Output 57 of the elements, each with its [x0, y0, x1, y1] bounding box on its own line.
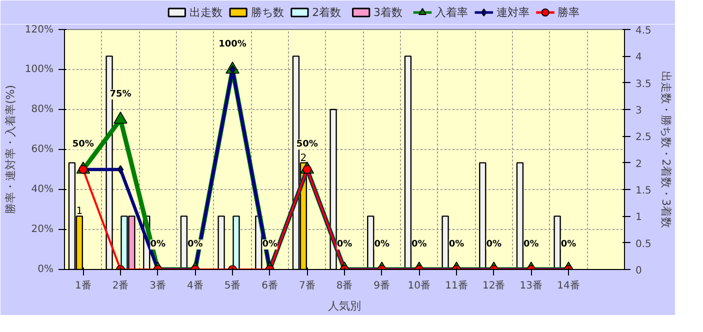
x-tick-label: 9番 — [374, 280, 390, 292]
data-label: 50% — [72, 140, 94, 150]
y-tick-label: 40% — [31, 184, 54, 195]
y2-tick-label: 0.5 — [636, 238, 652, 250]
x-tick-label: 11番 — [445, 280, 468, 292]
legend-label: 2着数 — [312, 6, 342, 19]
legend-label: 勝ち数 — [250, 6, 284, 19]
y-tick-label: 0% — [38, 264, 54, 275]
y2-tick-label: 3.5 — [636, 78, 652, 90]
x-tick-label: 12番 — [482, 280, 506, 292]
data-label: 0% — [262, 240, 278, 250]
data-label: 0% — [188, 240, 203, 250]
legend-label: 勝率 — [558, 6, 580, 19]
data-label: 0% — [412, 240, 427, 250]
y2-tick-label: 4.5 — [636, 26, 652, 36]
y2-axis-title: 出走数・勝ち数・2着数・3着数 — [659, 71, 672, 228]
y2-tick-label: 0 — [636, 266, 642, 276]
y2-tick-label: 1.5 — [636, 186, 652, 196]
data-label: 0% — [560, 240, 576, 250]
data-label: 100% — [218, 40, 246, 50]
x-tick-label: 6番 — [262, 280, 278, 292]
data-label: 0% — [336, 240, 352, 250]
x-tick-label: 4番 — [186, 280, 204, 292]
data-label: 0% — [374, 240, 390, 250]
legend-label: 3着数 — [374, 6, 403, 19]
x-tick-label: 2番 — [112, 280, 129, 292]
x-tick-label: 5番 — [224, 280, 241, 292]
y2-tick-label: 4 — [636, 52, 642, 64]
y2-tick-label: 2 — [636, 158, 642, 170]
y-tick-label: 100% — [24, 64, 54, 75]
x-tick-label: 1番 — [74, 280, 92, 292]
y-tick-label: 60% — [31, 144, 54, 155]
legend-label: 入着率 — [434, 6, 468, 19]
y-axis-title: 勝率・連対率・入着率(%) — [4, 84, 17, 214]
data-label: 0% — [448, 240, 464, 250]
y2-tick-label: 1 — [636, 212, 642, 224]
x-tick-label: 13番 — [520, 280, 543, 292]
legend-label: 出走数 — [189, 6, 222, 19]
data-label: 0% — [486, 240, 502, 250]
x-tick-label: 10番 — [408, 280, 431, 292]
y2-tick-label: 2.5 — [636, 132, 652, 144]
legend-label: 連対率 — [496, 6, 530, 19]
x-tick-label: 14番 — [557, 280, 580, 292]
data-label: 2 — [300, 152, 307, 164]
data-label: 0% — [524, 240, 539, 250]
data-label: 50% — [296, 140, 318, 150]
data-label: 1 — [76, 206, 83, 218]
x-axis-title: 人気別 — [328, 300, 361, 312]
data-label: 0% — [150, 240, 166, 250]
x-tick-label: 8番 — [336, 280, 353, 292]
y-tick-label: 120% — [24, 24, 54, 36]
data-label: 75% — [110, 90, 132, 100]
x-tick-label: 7番 — [298, 280, 316, 292]
y-tick-label: 80% — [31, 104, 54, 115]
y-tick-label: 20% — [31, 224, 54, 235]
x-tick-label: 3番 — [150, 280, 166, 292]
y2-tick-label: 3 — [636, 106, 642, 116]
